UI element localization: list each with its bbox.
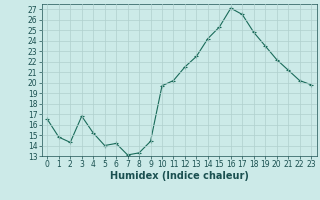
X-axis label: Humidex (Indice chaleur): Humidex (Indice chaleur) — [110, 171, 249, 181]
